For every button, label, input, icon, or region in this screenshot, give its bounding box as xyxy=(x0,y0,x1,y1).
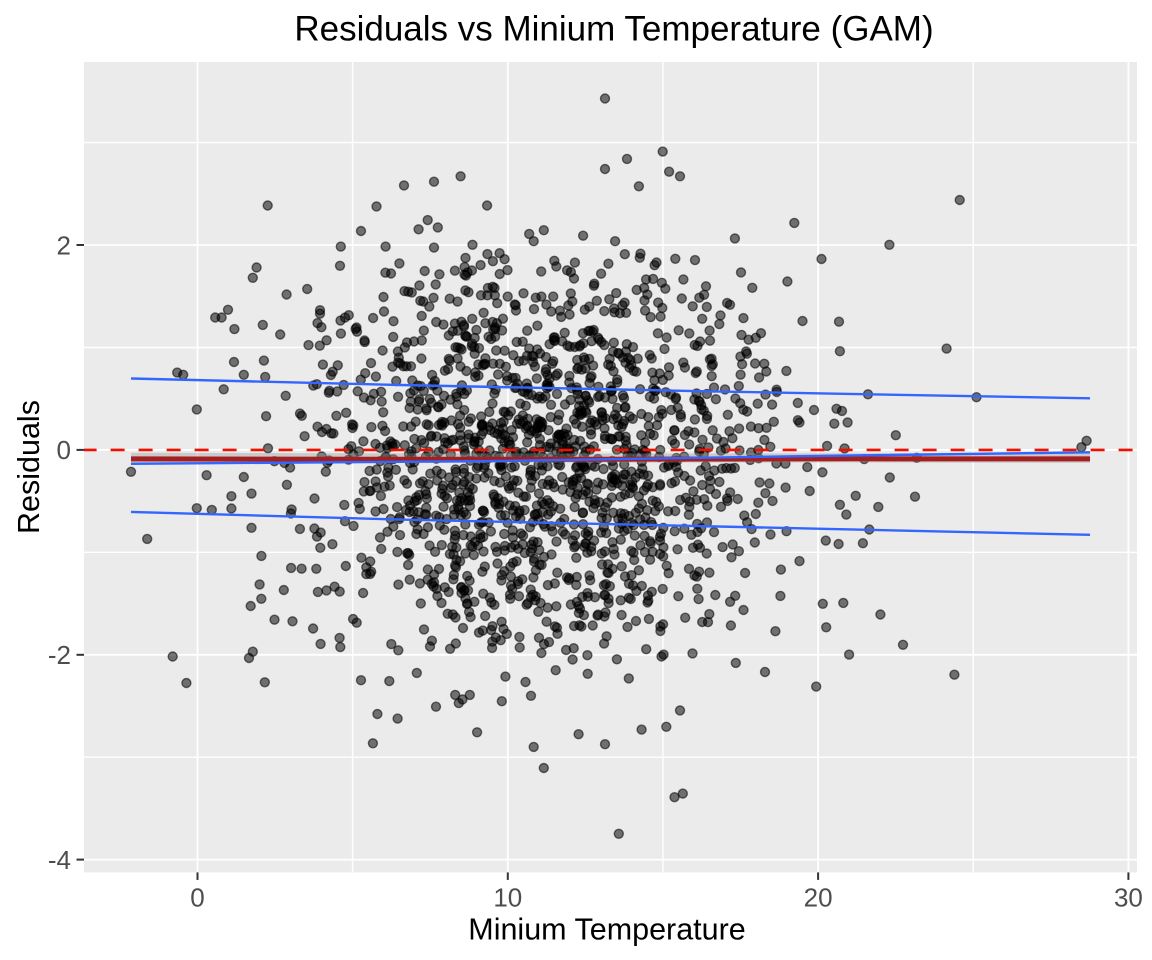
svg-text:20: 20 xyxy=(804,883,833,913)
svg-text:Residuals: Residuals xyxy=(12,400,46,534)
svg-text:30: 30 xyxy=(1114,883,1143,913)
svg-text:Minium Temperature: Minium Temperature xyxy=(468,913,745,947)
svg-text:-4: -4 xyxy=(48,845,71,875)
svg-text:Residuals vs Minium Temperatur: Residuals vs Minium Temperature (GAM) xyxy=(294,10,933,49)
svg-text:0: 0 xyxy=(190,883,204,913)
svg-text:-2: -2 xyxy=(48,640,71,670)
svg-text:0: 0 xyxy=(57,435,71,465)
svg-text:2: 2 xyxy=(57,230,71,260)
svg-text:10: 10 xyxy=(493,883,522,913)
